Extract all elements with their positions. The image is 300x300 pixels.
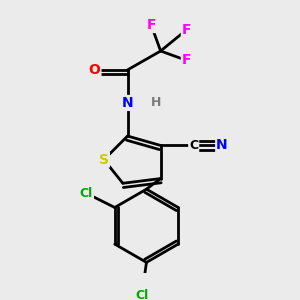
Text: F: F xyxy=(146,18,156,32)
Text: N: N xyxy=(216,139,228,152)
Text: Cl: Cl xyxy=(80,187,93,200)
Text: S: S xyxy=(99,153,109,166)
Text: H: H xyxy=(151,97,161,110)
Text: Cl: Cl xyxy=(135,289,148,300)
Text: C: C xyxy=(189,139,198,152)
Text: O: O xyxy=(88,63,101,77)
Text: N: N xyxy=(122,96,134,110)
Text: F: F xyxy=(182,23,191,37)
Text: F: F xyxy=(182,53,191,68)
